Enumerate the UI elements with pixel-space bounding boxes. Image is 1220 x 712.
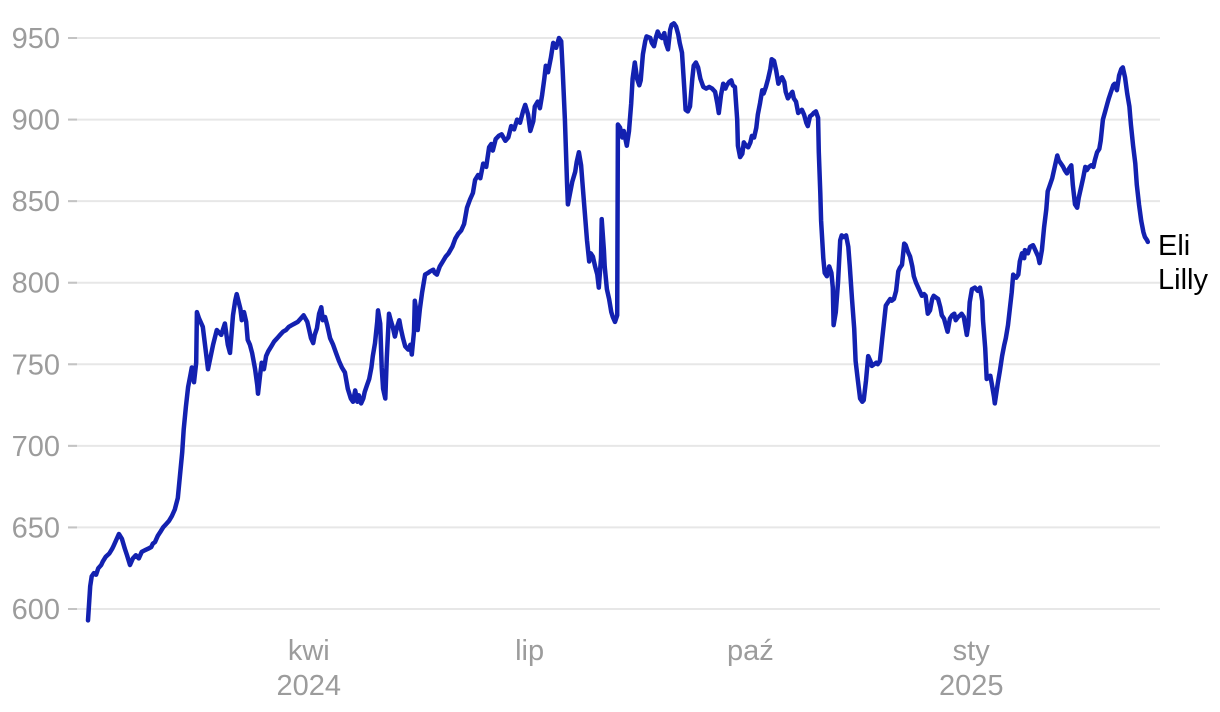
y-axis-label: 900 (12, 105, 60, 137)
x-axis-year-label: 2025 (939, 670, 1004, 702)
x-axis-label: sty (953, 635, 991, 667)
price-line (85, 21, 1151, 623)
y-axis-label: 600 (12, 594, 60, 626)
y-axis-label: 750 (12, 349, 60, 381)
gridlines (68, 37, 1160, 610)
series-label: Eli Lilly (1158, 230, 1208, 296)
x-axis-label: kwi (288, 635, 330, 667)
y-axis-label: 800 (12, 268, 60, 300)
x-axis-year-label: 2024 (277, 670, 342, 702)
y-axis-label: 950 (12, 23, 60, 55)
y-axis-label: 650 (12, 512, 60, 544)
y-axis-labels: 600 650 700 750 800 850 900 950 (12, 23, 60, 626)
y-axis-label: 700 (12, 431, 60, 463)
x-axis-label: lip (515, 635, 544, 667)
x-axis-label: paź (727, 635, 774, 667)
y-axis-label: 850 (12, 186, 60, 218)
